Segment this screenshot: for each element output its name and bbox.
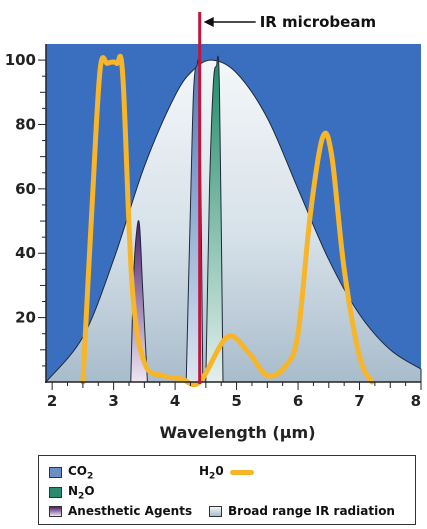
- legend-swatch-co2: [49, 467, 62, 479]
- ir-microbeam-arrow-head: [203, 17, 214, 27]
- y-tick-label: 20: [15, 309, 36, 327]
- x-axis-title: Wavelength (µm): [159, 423, 315, 442]
- axis-layer: 20 40 60 80 100 2 3 4 5 6 7 8: [5, 44, 422, 410]
- legend-label-h2o: H20: [199, 464, 224, 482]
- y-tick-label: 80: [15, 115, 36, 133]
- legend-item-h2o: H20: [199, 464, 254, 481]
- legend-item-n2o: N2O: [49, 484, 95, 501]
- series-n-o: [205, 55, 224, 383]
- x-tick-label: 5: [231, 392, 241, 410]
- x-tick-label: 8: [411, 392, 421, 410]
- legend: CO2 H20 N2O Anesthetic Agents Broad rang…: [38, 455, 416, 525]
- x-tick-label: 7: [354, 392, 364, 410]
- annotation-layer: IR microbeam: [198, 12, 376, 384]
- x-tick-label: 6: [293, 392, 303, 410]
- legend-label-n2o: N2O: [68, 484, 95, 502]
- legend-item-anesthetic: Anesthetic Agents: [49, 504, 192, 518]
- x-tick-label: 4: [170, 392, 180, 410]
- legend-label-broad: Broad range IR radiation: [228, 504, 395, 518]
- legend-swatch-broad: [209, 505, 222, 517]
- legend-label-co2: CO2: [68, 464, 94, 482]
- legend-label-anesthetic: Anesthetic Agents: [68, 504, 193, 518]
- y-tick-label: 40: [15, 244, 36, 262]
- legend-item-broad: Broad range IR radiation: [209, 504, 395, 518]
- ir-microbeam-label: IR microbeam: [260, 13, 376, 31]
- y-tick-label: 100: [5, 51, 36, 69]
- legend-swatch-h2o: [229, 470, 254, 476]
- legend-swatch-anesthetic: [49, 505, 62, 517]
- legend-swatch-n2o: [49, 487, 62, 499]
- x-tick-label: 3: [108, 392, 118, 410]
- x-tick-label: 2: [47, 392, 57, 410]
- y-tick-label: 60: [15, 180, 36, 198]
- legend-item-co2: CO2: [49, 464, 93, 481]
- chart: 20 40 60 80 100 2 3 4 5 6 7 8 IR microbeam Waveleng…: [5, 12, 422, 442]
